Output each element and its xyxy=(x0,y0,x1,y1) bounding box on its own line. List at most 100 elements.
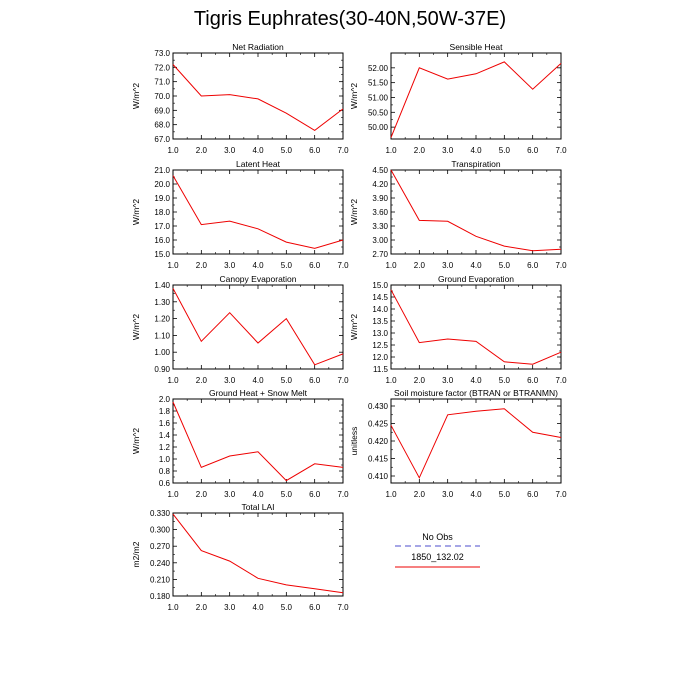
chart-panel-6: 1.0 2.0 3.0 4.0 5.0 6.0 7.0 0.6 0.8 1.0 1.2 1.4 1.6 1… xyxy=(131,388,349,499)
panel-title: Net Radiation xyxy=(232,42,284,52)
y-tick-label: 68.0 xyxy=(154,121,170,130)
y-axis-label: W/m^2 xyxy=(131,428,141,454)
x-tick-label: 5.0 xyxy=(281,146,293,155)
chart-panel-3: 1.0 2.0 3.0 4.0 5.0 6.0 7.0 2.70 3.00 3.30 3.60 3.9… xyxy=(349,159,567,270)
x-tick-label: 1.0 xyxy=(167,146,179,155)
chart-panel-8: 1.0 2.0 3.0 4.0 5.0 6.0 7.0 0.180 0.210 0.240 0.27… xyxy=(131,502,349,612)
y-tick-label: 12.5 xyxy=(372,341,388,350)
x-tick-label: 1.0 xyxy=(167,603,179,612)
y-tick-label: 0.6 xyxy=(159,479,171,488)
y-tick-label: 1.0 xyxy=(159,455,171,464)
y-tick-label: 73.0 xyxy=(154,49,170,58)
x-tick-label: 7.0 xyxy=(555,146,567,155)
page-title: Tigris Euphrates(30-40N,50W-37E) xyxy=(193,8,507,30)
y-tick-label: 12.0 xyxy=(372,353,388,362)
series-line xyxy=(390,408,562,479)
panel-title: Total LAI xyxy=(241,502,274,512)
y-tick-label: 50.50 xyxy=(368,108,389,117)
x-tick-label: 3.0 xyxy=(442,146,454,155)
x-tick-label: 5.0 xyxy=(281,376,293,385)
y-tick-label: 1.4 xyxy=(159,431,171,440)
series-line xyxy=(390,289,562,365)
x-tick-label: 7.0 xyxy=(555,261,567,270)
y-axis-label: m2/m2 xyxy=(131,541,141,567)
x-tick-label: 2.0 xyxy=(196,603,208,612)
y-tick-label: 0.330 xyxy=(150,509,171,518)
y-tick-label: 13.0 xyxy=(372,329,388,338)
y-tick-label: 3.00 xyxy=(372,236,388,245)
legend: No Obs 1850_132.02 xyxy=(395,530,485,580)
y-tick-label: 0.425 xyxy=(368,420,389,429)
y-tick-label: 0.180 xyxy=(150,592,171,601)
y-tick-label: 0.270 xyxy=(150,542,171,551)
x-tick-label: 5.0 xyxy=(281,490,293,499)
y-tick-label: 17.0 xyxy=(154,222,170,231)
chart-panel-2: 1.0 2.0 3.0 4.0 5.0 6.0 7.0 15.0 16.0 17.0 18.0 19.… xyxy=(131,159,349,270)
y-tick-label: 18.0 xyxy=(154,208,170,217)
panel-title: Ground Evaporation xyxy=(438,274,514,284)
x-tick-label: 4.0 xyxy=(470,261,482,270)
y-tick-label: 3.30 xyxy=(372,222,388,231)
x-tick-label: 2.0 xyxy=(414,261,426,270)
legend-swatches xyxy=(395,545,480,568)
panel-title: Sensible Heat xyxy=(450,42,504,52)
plot-frame xyxy=(172,284,344,370)
y-tick-label: 0.210 xyxy=(150,575,171,584)
y-tick-label: 0.90 xyxy=(154,365,170,374)
series-line xyxy=(172,175,344,249)
x-tick-label: 6.0 xyxy=(527,261,539,270)
x-tick-label: 3.0 xyxy=(442,376,454,385)
y-tick-label: 1.8 xyxy=(159,407,171,416)
y-tick-label: 0.8 xyxy=(159,467,171,476)
x-tick-label: 2.0 xyxy=(414,376,426,385)
x-tick-label: 6.0 xyxy=(527,146,539,155)
y-tick-label: 1.10 xyxy=(154,331,170,340)
x-tick-label: 3.0 xyxy=(442,490,454,499)
x-tick-label: 7.0 xyxy=(337,376,349,385)
y-tick-label: 1.2 xyxy=(159,443,171,452)
series-line xyxy=(172,64,344,132)
y-axis-label: W/m^2 xyxy=(131,83,141,109)
chart-panel-7: 1.0 2.0 3.0 4.0 5.0 6.0 7.0 0.410 0.415 0.420 0.42… xyxy=(349,388,567,499)
x-tick-label: 1.0 xyxy=(385,146,397,155)
y-tick-label: 70.0 xyxy=(154,92,170,101)
series-line xyxy=(172,288,344,366)
x-tick-label: 6.0 xyxy=(527,376,539,385)
y-axis-label: W/m^2 xyxy=(349,83,359,109)
x-tick-label: 3.0 xyxy=(224,261,236,270)
series-line xyxy=(390,169,562,252)
y-tick-label: 21.0 xyxy=(154,166,170,175)
series-line xyxy=(172,401,344,482)
y-tick-label: 2.0 xyxy=(159,395,171,404)
x-tick-label: 1.0 xyxy=(167,490,179,499)
y-tick-label: 13.5 xyxy=(372,317,388,326)
chart-panel-1: 1.0 2.0 3.0 4.0 5.0 6.0 7.0 50.00 50.50 51.00 51.5… xyxy=(349,42,567,155)
plot-frame xyxy=(390,52,562,140)
y-tick-label: 19.0 xyxy=(154,194,170,203)
panel-title: Canopy Evaporation xyxy=(219,274,296,284)
panel-title: Soil moisture factor (BTRAN or BTRANMN) xyxy=(394,388,558,398)
x-tick-label: 7.0 xyxy=(337,490,349,499)
panel-title: Ground Heat + Snow Melt xyxy=(209,388,308,398)
x-tick-label: 1.0 xyxy=(167,261,179,270)
y-tick-label: 69.0 xyxy=(154,106,170,115)
y-tick-label: 3.90 xyxy=(372,194,388,203)
y-tick-label: 1.20 xyxy=(154,315,170,324)
x-tick-label: 5.0 xyxy=(281,261,293,270)
x-tick-label: 7.0 xyxy=(337,146,349,155)
y-tick-label: 72.0 xyxy=(154,63,170,72)
x-tick-label: 5.0 xyxy=(499,261,511,270)
y-tick-label: 16.0 xyxy=(154,236,170,245)
plot-frame xyxy=(172,52,344,140)
y-tick-label: 4.20 xyxy=(372,180,388,189)
x-tick-label: 4.0 xyxy=(252,490,264,499)
x-tick-label: 4.0 xyxy=(252,261,264,270)
y-tick-label: 0.240 xyxy=(150,559,171,568)
y-axis-label: W/m^2 xyxy=(349,314,359,340)
y-tick-label: 1.40 xyxy=(154,281,170,290)
y-tick-label: 1.30 xyxy=(154,298,170,307)
plot-frame xyxy=(390,284,562,370)
chart-panel-4: 1.0 2.0 3.0 4.0 5.0 6.0 7.0 0.90 1.00 1.10 1.20 1.3… xyxy=(131,274,349,385)
